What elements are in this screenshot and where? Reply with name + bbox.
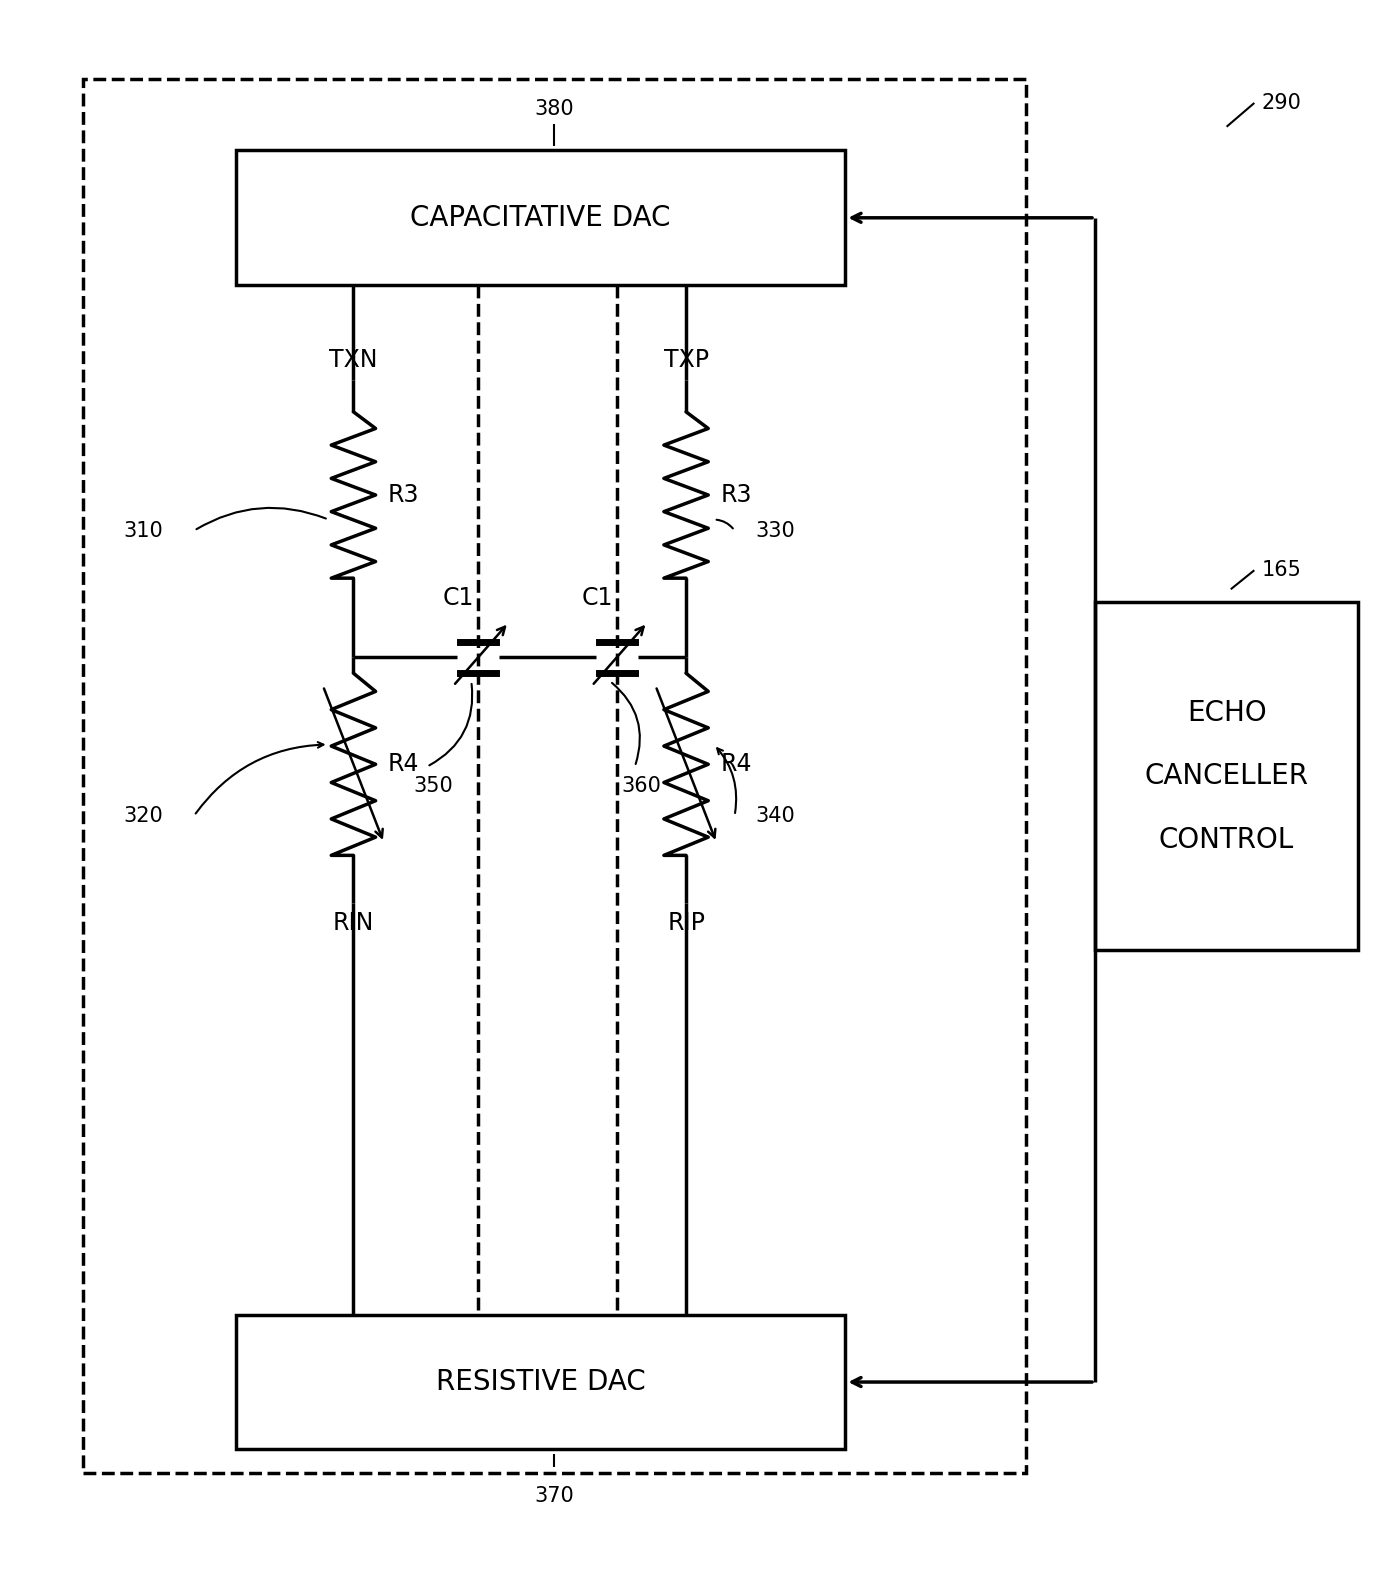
- Bar: [1095, 602, 1358, 950]
- Text: 165: 165: [1261, 561, 1301, 580]
- Text: C1: C1: [442, 586, 474, 610]
- Bar: [83, 79, 1026, 1473]
- Text: RESISTIVE DAC: RESISTIVE DAC: [435, 1369, 646, 1396]
- Text: TXN: TXN: [330, 348, 377, 372]
- Text: R3: R3: [721, 483, 753, 507]
- Bar: [236, 1315, 845, 1449]
- Text: RIP: RIP: [667, 911, 705, 935]
- Text: C1: C1: [581, 586, 613, 610]
- Text: R4: R4: [721, 752, 753, 776]
- Text: 320: 320: [123, 806, 164, 825]
- Text: 370: 370: [535, 1486, 574, 1506]
- Bar: [236, 150, 845, 285]
- Text: ECHO: ECHO: [1186, 699, 1267, 727]
- Text: TXP: TXP: [664, 348, 708, 372]
- Text: 310: 310: [123, 521, 164, 540]
- Text: 330: 330: [755, 521, 796, 540]
- Text: 380: 380: [535, 98, 574, 119]
- Text: 340: 340: [755, 806, 796, 825]
- Text: RIN: RIN: [333, 911, 374, 935]
- Text: 290: 290: [1261, 93, 1301, 112]
- Text: 360: 360: [621, 776, 661, 797]
- Text: CONTROL: CONTROL: [1159, 825, 1295, 854]
- Text: CAPACITATIVE DAC: CAPACITATIVE DAC: [410, 204, 671, 231]
- Text: 350: 350: [413, 776, 453, 797]
- Text: R3: R3: [388, 483, 420, 507]
- Text: CANCELLER: CANCELLER: [1145, 762, 1308, 790]
- Text: R4: R4: [388, 752, 420, 776]
